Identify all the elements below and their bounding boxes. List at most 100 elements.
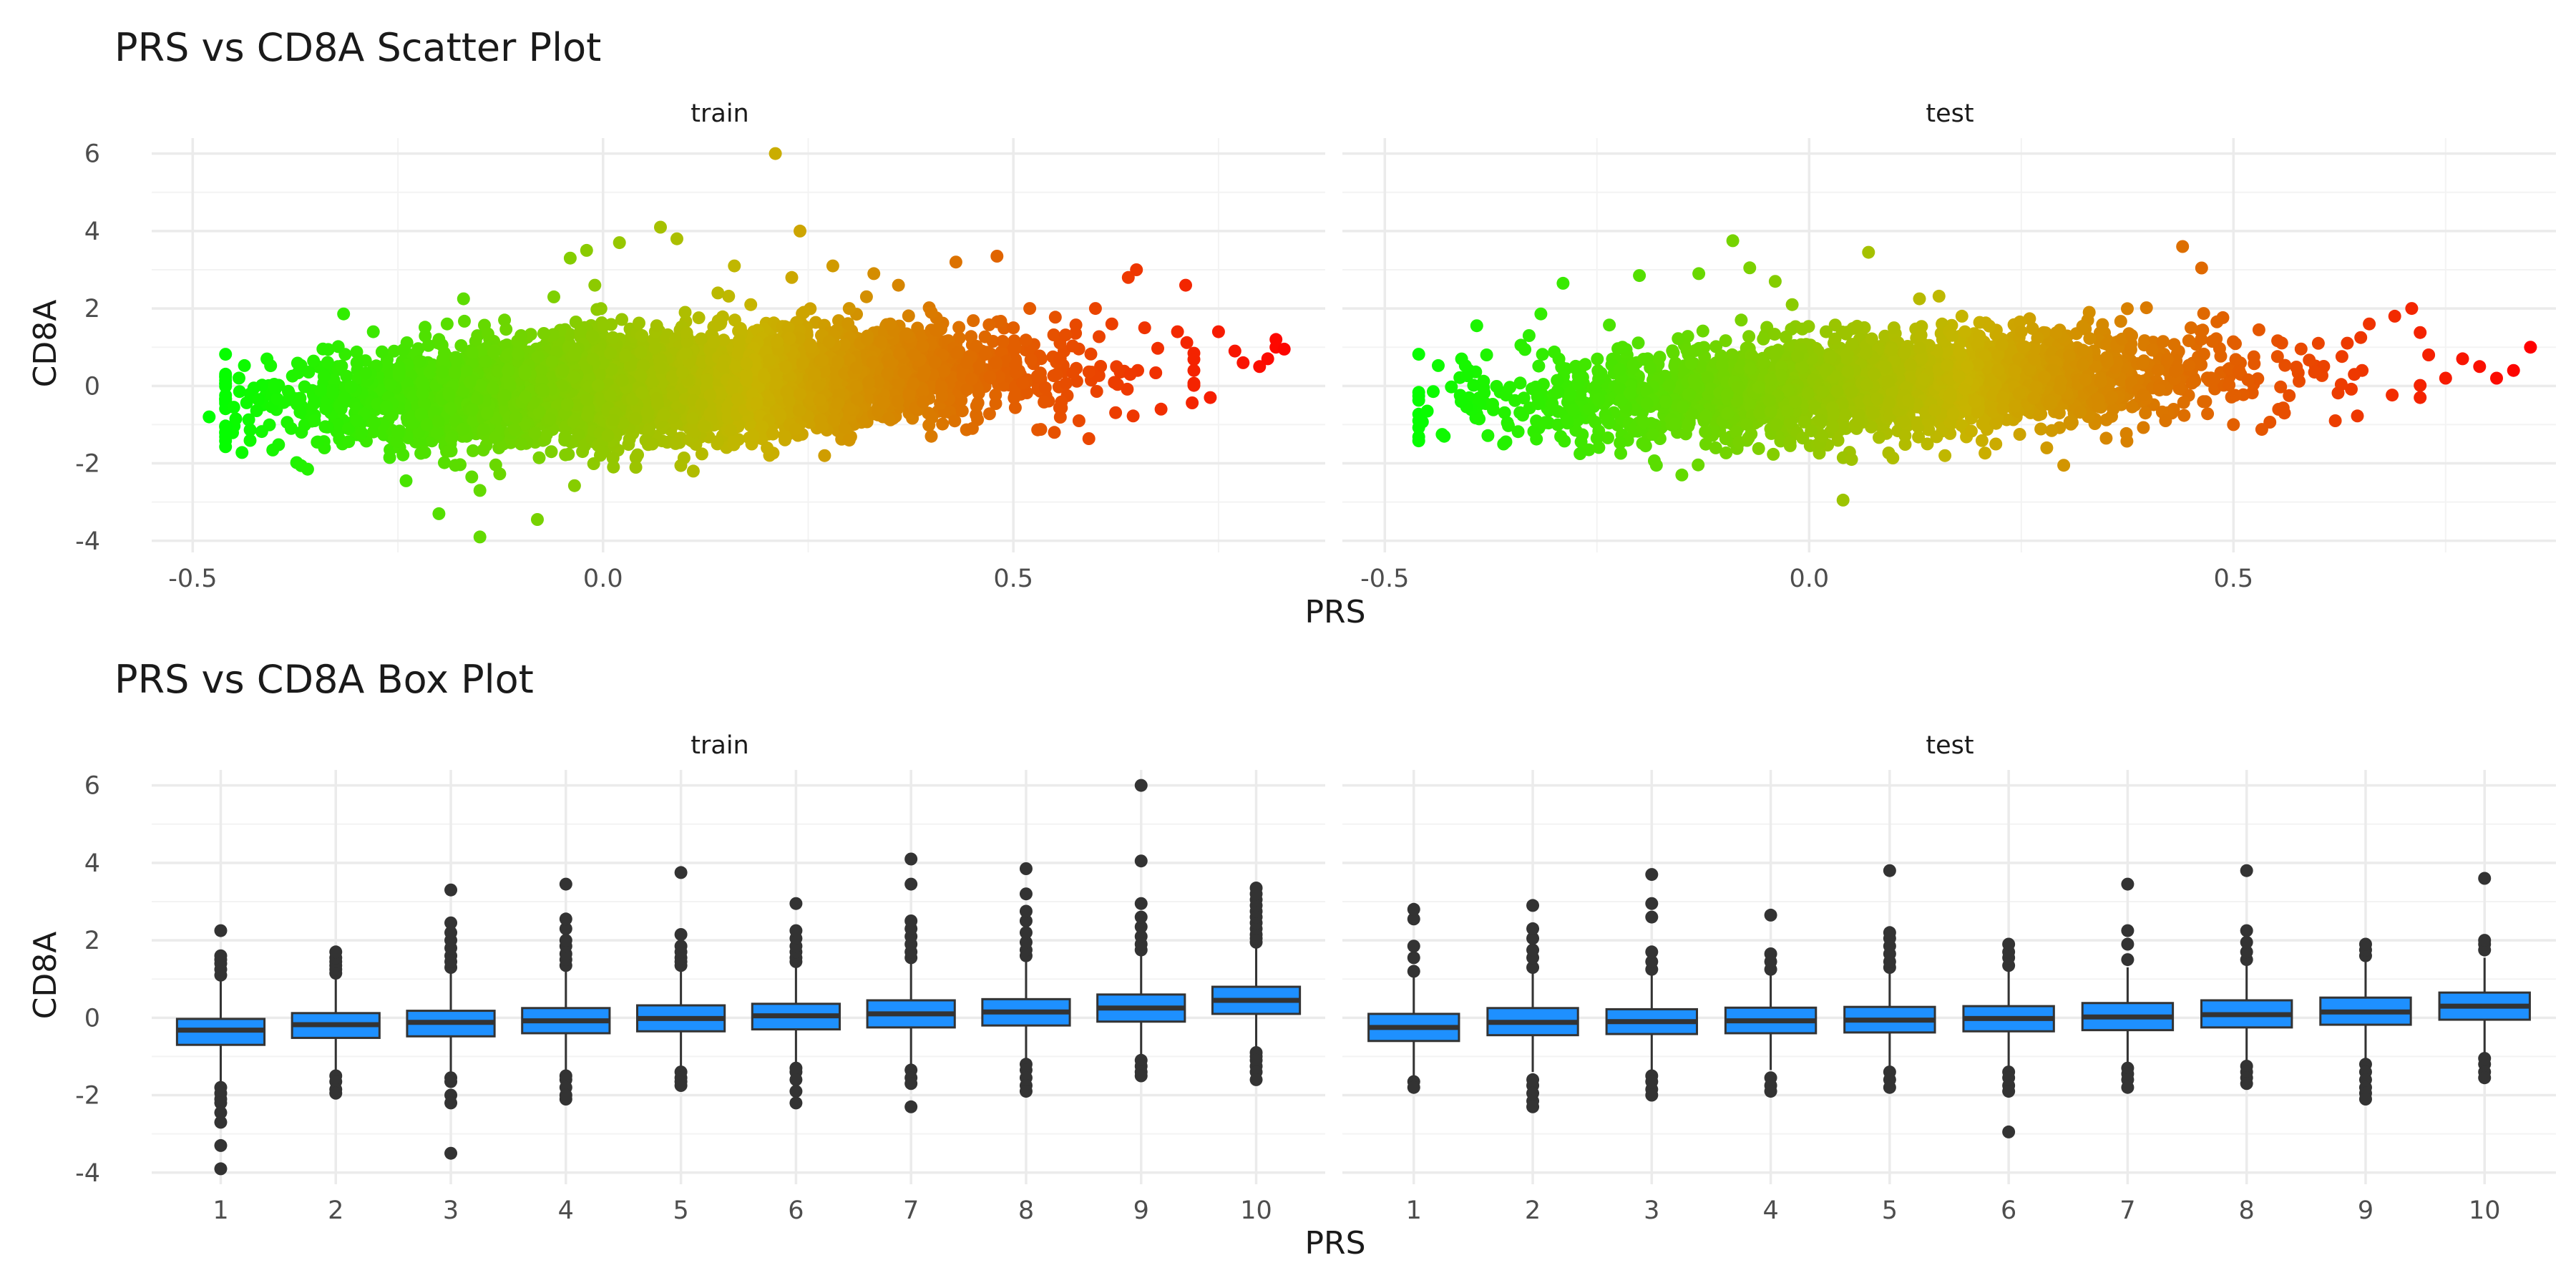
scatter-point bbox=[849, 380, 863, 394]
scatter-point bbox=[983, 370, 997, 384]
scatter-point bbox=[711, 318, 725, 332]
scatter-point bbox=[1053, 411, 1067, 424]
scatter-point bbox=[955, 404, 969, 418]
x-tick-label: 0.5 bbox=[993, 565, 1033, 593]
scatter-point bbox=[1186, 396, 1199, 409]
scatter-point bbox=[606, 331, 620, 344]
scatter-point bbox=[601, 429, 615, 442]
scatter-point bbox=[444, 432, 458, 446]
scatter-point bbox=[307, 354, 321, 368]
scatter-point bbox=[1069, 318, 1083, 332]
scatter-point bbox=[674, 459, 688, 472]
scatter-point bbox=[727, 438, 741, 452]
scatter-point bbox=[771, 336, 784, 349]
scatter-point bbox=[294, 358, 308, 372]
scatter-point bbox=[922, 419, 936, 432]
scatter-point bbox=[443, 444, 457, 458]
y-tick-label: -4 bbox=[75, 527, 100, 556]
scatter-point bbox=[1047, 328, 1060, 341]
scatter-point bbox=[574, 325, 587, 338]
scatter-point bbox=[342, 435, 356, 449]
scatter-point bbox=[952, 321, 966, 334]
scatter-point bbox=[471, 329, 484, 343]
scatter-point bbox=[243, 423, 257, 436]
scatter-point bbox=[331, 340, 345, 353]
scatter-point bbox=[779, 433, 791, 447]
scatter-point bbox=[1055, 395, 1068, 409]
scatter-point bbox=[967, 314, 980, 328]
scatter-point bbox=[978, 330, 992, 343]
scatter-point bbox=[1082, 365, 1096, 379]
scatter-point bbox=[497, 390, 511, 403]
scatter-point bbox=[430, 426, 444, 439]
scatter-point bbox=[243, 434, 257, 447]
scatter-point bbox=[893, 347, 907, 361]
scatter-point bbox=[960, 356, 974, 369]
scatter-point bbox=[814, 413, 827, 426]
scatter-point bbox=[724, 424, 738, 437]
scatter-point bbox=[1034, 423, 1048, 436]
scatter-point bbox=[1093, 330, 1106, 343]
scatter-point bbox=[458, 314, 471, 328]
y-tick-label: 2 bbox=[84, 295, 100, 323]
scatter-point bbox=[1059, 328, 1073, 342]
scatter-point bbox=[1008, 391, 1021, 405]
scatter-point bbox=[1053, 352, 1067, 365]
y-tick-label: 6 bbox=[84, 140, 100, 169]
scatter-point bbox=[797, 306, 811, 319]
scatter-point bbox=[308, 414, 321, 427]
scatter-point bbox=[695, 447, 708, 461]
scatter-point bbox=[635, 329, 649, 342]
scatter-point bbox=[796, 357, 809, 370]
scatter-point bbox=[1123, 368, 1137, 381]
scatter-point bbox=[935, 380, 948, 394]
scatter-point bbox=[936, 417, 950, 431]
scatter-point bbox=[540, 428, 553, 441]
scatter-point bbox=[996, 335, 1010, 348]
scatter-point bbox=[783, 332, 796, 345]
scatter-point bbox=[694, 332, 708, 346]
scatter-point bbox=[1038, 381, 1052, 394]
scatter-point bbox=[233, 371, 245, 385]
scatter-point bbox=[711, 435, 724, 449]
scatter-point bbox=[559, 448, 572, 462]
scatter-point bbox=[1151, 341, 1164, 355]
scatter-point bbox=[316, 342, 330, 356]
scatter-point bbox=[319, 402, 333, 416]
scatter-point bbox=[859, 290, 873, 303]
scatter-point bbox=[822, 335, 836, 348]
scatter-title: PRS vs CD8A Scatter Plot bbox=[114, 25, 601, 70]
scatter-point bbox=[950, 346, 964, 360]
scatter-point bbox=[1066, 339, 1080, 353]
scatter-point bbox=[270, 392, 284, 406]
scatter-point bbox=[337, 307, 351, 321]
scatter-point bbox=[350, 345, 364, 358]
scatter-point bbox=[1084, 347, 1098, 361]
scatter-point bbox=[594, 302, 608, 316]
scatter-point bbox=[597, 319, 610, 333]
y-tick-label: 0 bbox=[84, 372, 100, 401]
scatter-point bbox=[917, 395, 930, 409]
scatter-point bbox=[311, 435, 325, 449]
scatter-point bbox=[567, 479, 581, 492]
scatter-point bbox=[1149, 366, 1163, 379]
scatter-point bbox=[545, 355, 559, 369]
scatter-point bbox=[1019, 333, 1033, 347]
y-tick-label: 4 bbox=[84, 218, 100, 246]
scatter-point bbox=[229, 412, 243, 426]
scatter-point bbox=[454, 339, 468, 352]
scatter-point bbox=[633, 316, 645, 330]
scatter-point bbox=[982, 407, 996, 421]
scatter-point bbox=[634, 346, 648, 359]
scatter-point bbox=[907, 348, 921, 362]
scatter-point bbox=[293, 405, 307, 419]
scatter-point bbox=[1050, 368, 1063, 381]
scatter-point bbox=[766, 427, 780, 441]
scatter-point bbox=[1187, 353, 1201, 366]
scatter-point bbox=[537, 327, 550, 340]
scatter-point bbox=[692, 311, 706, 325]
scatter-point bbox=[789, 422, 802, 436]
scatter-point bbox=[1126, 409, 1140, 423]
scatter-point bbox=[1110, 360, 1123, 374]
